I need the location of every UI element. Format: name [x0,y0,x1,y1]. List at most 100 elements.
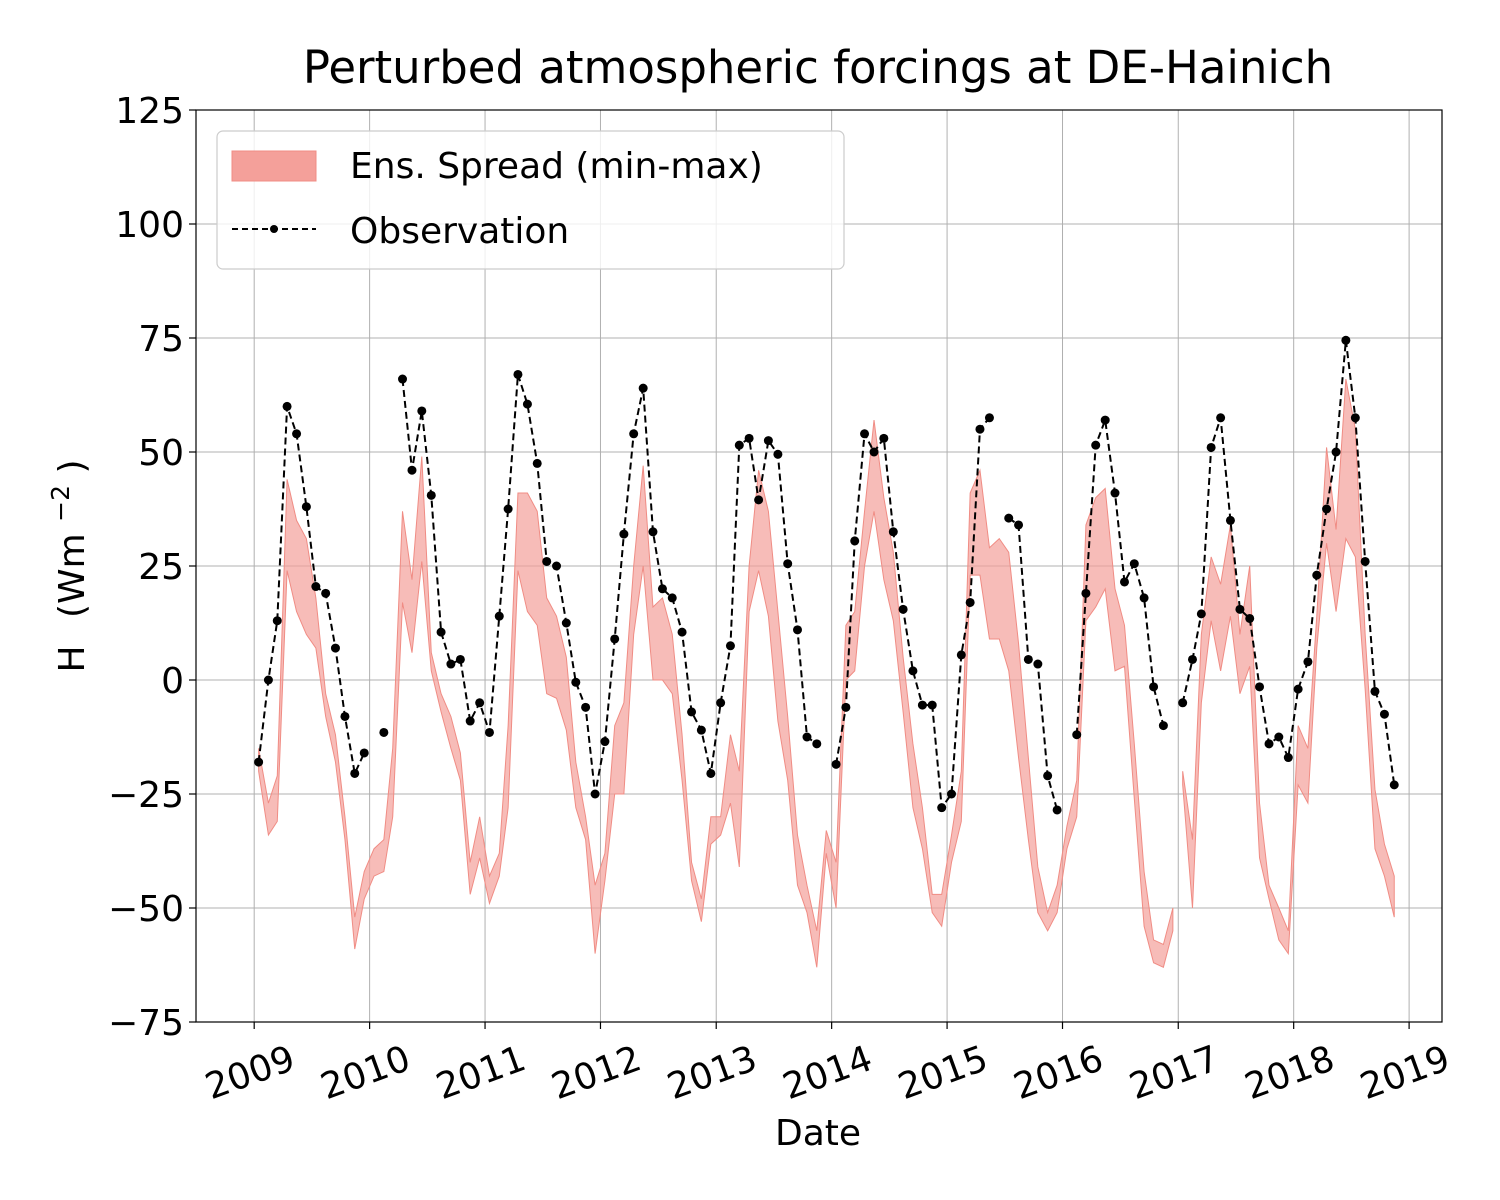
y-axis-label-close: ) [52,459,93,473]
observation-point [1081,588,1091,598]
observation-point [1196,609,1206,619]
observation-point [677,627,687,637]
observation-point [725,641,735,651]
legend-label-observation: Observation [350,211,569,252]
observation-point [552,561,562,571]
observation-point [1072,730,1082,740]
observation-point [1322,504,1332,514]
observation-point [956,650,966,660]
observation-point [292,429,302,439]
y-axis: −75 −50 −25 0 25 50 75 100 125 [108,91,196,1044]
y-tick-label: −50 [108,889,184,930]
y-tick-label: 0 [161,661,184,702]
observation-point [272,616,282,626]
observation-point [311,582,321,592]
observation-point [254,757,264,767]
observation-point [1091,440,1101,450]
observation-point [657,584,667,594]
observation-point [744,433,754,443]
y-tick-label: 25 [138,547,184,588]
legend-label-spread: Ens. Spread (min-max) [350,146,763,187]
observation-point [773,449,783,459]
observation-point [1370,686,1380,696]
observation-point [1149,682,1159,692]
observation-point [841,702,851,712]
observation-point [831,759,841,769]
observation-point [522,399,532,409]
observation-point [860,429,870,439]
observation-point [321,588,331,598]
observation-point [975,424,985,434]
observation-point [1004,513,1014,523]
observation-point [1264,739,1274,749]
observation-point [600,737,610,747]
observation-point [542,556,552,566]
svg-text:H (Wm −2 ): H (Wm −2 ) [37,459,93,672]
observation-point [340,711,350,721]
observation-point [571,677,581,687]
observation-point [927,700,937,710]
observation-point [1225,515,1235,525]
observation-point [984,413,994,423]
y-axis-label: H (Wm −2 ) [37,459,93,672]
y-tick-label: 75 [138,319,184,360]
observation-point [330,643,340,653]
observation-point [1312,570,1322,580]
observation-point [1110,488,1120,498]
observation-point [610,634,620,644]
observation-point [792,625,802,635]
observation-point [503,504,513,514]
observation-point [350,768,360,778]
observation-point [475,698,485,708]
observation-point [1341,335,1351,345]
spread-band-area [1182,378,1395,956]
observation-line [1075,419,1165,735]
observation-point [638,383,648,393]
legend-observation-marker [270,225,278,233]
observation-point [532,458,542,468]
observation-point [1014,520,1024,530]
observation-point [1389,780,1399,790]
observation-point [687,707,697,717]
observation-point [590,789,600,799]
observation-point [716,698,726,708]
observation-point [379,727,389,737]
observation-point [965,597,975,607]
observation-point [1139,593,1149,603]
observation-point [1178,698,1188,708]
observation-point [301,502,311,512]
observation-point [1043,771,1053,781]
legend-box [216,130,845,270]
observation-point [513,369,523,379]
observation-point [1245,613,1255,623]
y-axis-label-symbol: H [52,645,93,672]
observation-point [494,611,504,621]
observation-point [917,700,927,710]
observation-point [1350,413,1360,423]
y-tick-label: 125 [115,91,184,132]
observation-point [850,536,860,546]
observation-point [629,429,639,439]
observation-point [581,702,591,712]
observation-point [1255,682,1265,692]
observation-point [282,401,292,411]
observation-point [1158,721,1168,731]
observation-point [898,604,908,614]
observation-point [1303,657,1313,667]
observation-point [619,529,629,539]
y-tick-label: 100 [115,205,184,246]
observation-point [696,725,706,735]
observation-point [417,406,427,416]
observation-point [436,627,446,637]
y-tick-label: −75 [108,1003,184,1044]
observation-point [426,490,436,500]
ensemble-spread-band [258,378,1395,968]
legend-band-swatch [231,150,317,182]
observation-point [802,732,812,742]
observation-line [257,406,366,777]
chart-title: Perturbed atmospheric forcings at DE-Hai… [303,41,1333,94]
observation-point [706,768,716,778]
y-tick-label: −25 [108,775,184,816]
observation-point [1052,805,1062,815]
